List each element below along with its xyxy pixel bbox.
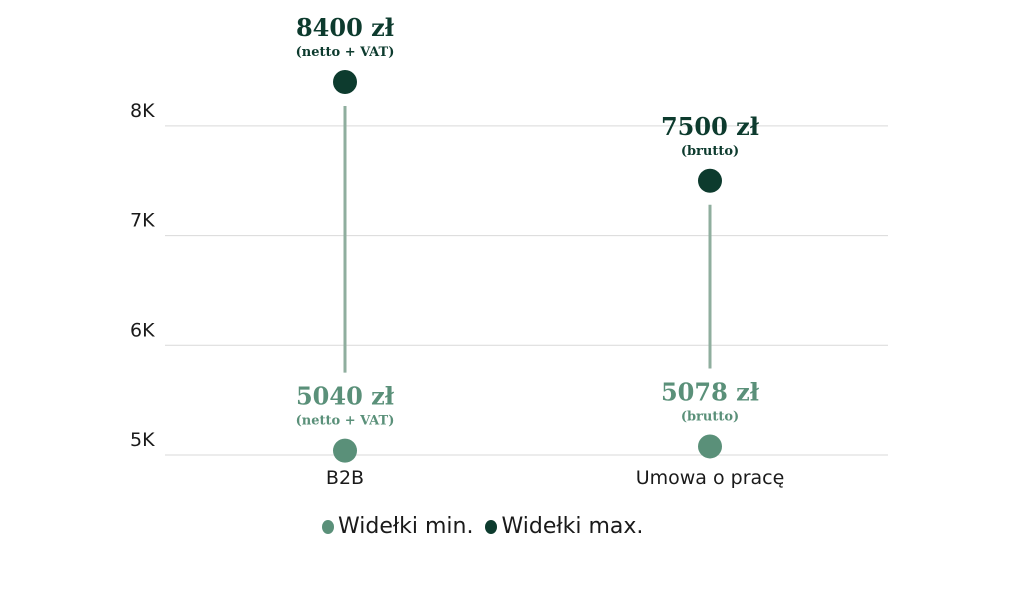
y-tick-label: 5K xyxy=(130,429,155,451)
y-tick-label: 7K xyxy=(130,210,155,232)
legend-label-min: Widełki min. xyxy=(338,514,474,539)
y-tick-label: 8K xyxy=(130,100,155,122)
data-point-max xyxy=(698,168,722,193)
x-category-label: Umowa o pracę xyxy=(636,467,785,489)
data-label-min: 5040 zł xyxy=(296,382,395,411)
legend-item-min: Widełki min. xyxy=(322,514,473,539)
x-category-label: B2B xyxy=(326,467,364,489)
data-sublabel-min: (netto + VAT) xyxy=(296,414,395,429)
data-point-max xyxy=(333,70,357,95)
data-point-min xyxy=(698,434,722,459)
data-sublabel-max: (netto + VAT) xyxy=(296,45,395,60)
data-label-min: 5078 zł xyxy=(661,377,760,406)
data-point-min xyxy=(333,438,357,463)
legend-dot-max xyxy=(485,519,498,534)
legend-item-max: Widełki max. xyxy=(485,514,643,539)
data-label-max: 7500 zł xyxy=(661,112,760,141)
legend-dot-min xyxy=(322,519,334,534)
legend: Widełki min. Widełki max. xyxy=(322,514,649,539)
legend-label-max: Widełki max. xyxy=(501,514,644,539)
y-tick-label: 6K xyxy=(130,319,155,341)
data-sublabel-min: (brutto) xyxy=(681,409,739,424)
data-sublabel-max: (brutto) xyxy=(681,144,739,159)
data-label-max: 8400 zł xyxy=(296,13,395,42)
